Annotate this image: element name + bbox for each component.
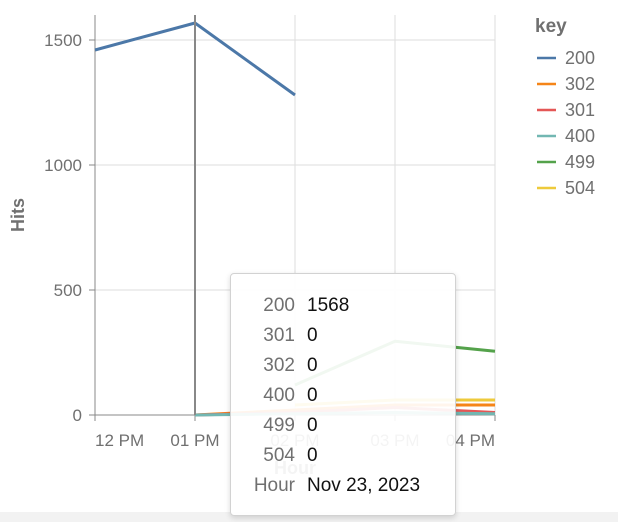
tooltip-value: 0 (307, 325, 318, 346)
y-tick-label: 1000 (44, 156, 82, 175)
tooltip-key: Hour (253, 475, 295, 496)
tooltip-row: 504 0 (231, 441, 455, 471)
legend-label: 400 (565, 126, 595, 146)
x-tick-label: 04 PM (446, 431, 495, 450)
y-tick-label: 0 (73, 406, 82, 425)
tooltip-value: 0 (307, 385, 318, 406)
tooltip-key: 504 (263, 445, 295, 466)
legend-label: 504 (565, 178, 595, 198)
legend-label: 302 (565, 74, 595, 94)
tooltip-row: 400 0 (231, 381, 455, 411)
tooltip-key: 400 (263, 385, 295, 406)
tooltip-row: 499 0 (231, 411, 455, 441)
tooltip-key: 200 (263, 295, 295, 316)
tooltip-key: 302 (263, 355, 295, 376)
x-tick-label: 12 PM (95, 431, 144, 450)
tooltip-row: 302 0 (231, 351, 455, 381)
tooltip-key: 301 (263, 325, 295, 346)
tooltip: 200 1568 301 0 302 0 400 0 499 0 504 0 Hour Nov 23, 2… (230, 273, 456, 516)
y-axis-title: Hits (8, 198, 28, 232)
tooltip-row: 301 0 (231, 321, 455, 351)
legend-title: key (535, 16, 567, 37)
y-tick-label: 1500 (44, 31, 82, 50)
tooltip-value: 0 (307, 355, 318, 376)
tooltip-value: 0 (307, 415, 318, 436)
x-tick-label: 01 PM (170, 431, 219, 450)
legend-label: 200 (565, 48, 595, 68)
tooltip-value: 0 (307, 445, 318, 466)
tooltip-row: 200 1568 (231, 291, 455, 321)
tooltip-value: Nov 23, 2023 (307, 475, 421, 496)
tooltip-row: Hour Nov 23, 2023 (231, 471, 455, 501)
tooltip-value: 1568 (307, 295, 350, 316)
legend-label: 499 (565, 152, 595, 172)
y-tick-label: 500 (54, 281, 82, 300)
legend-label: 301 (565, 100, 595, 120)
bottom-strip (0, 512, 618, 522)
tooltip-key: 499 (263, 415, 295, 436)
